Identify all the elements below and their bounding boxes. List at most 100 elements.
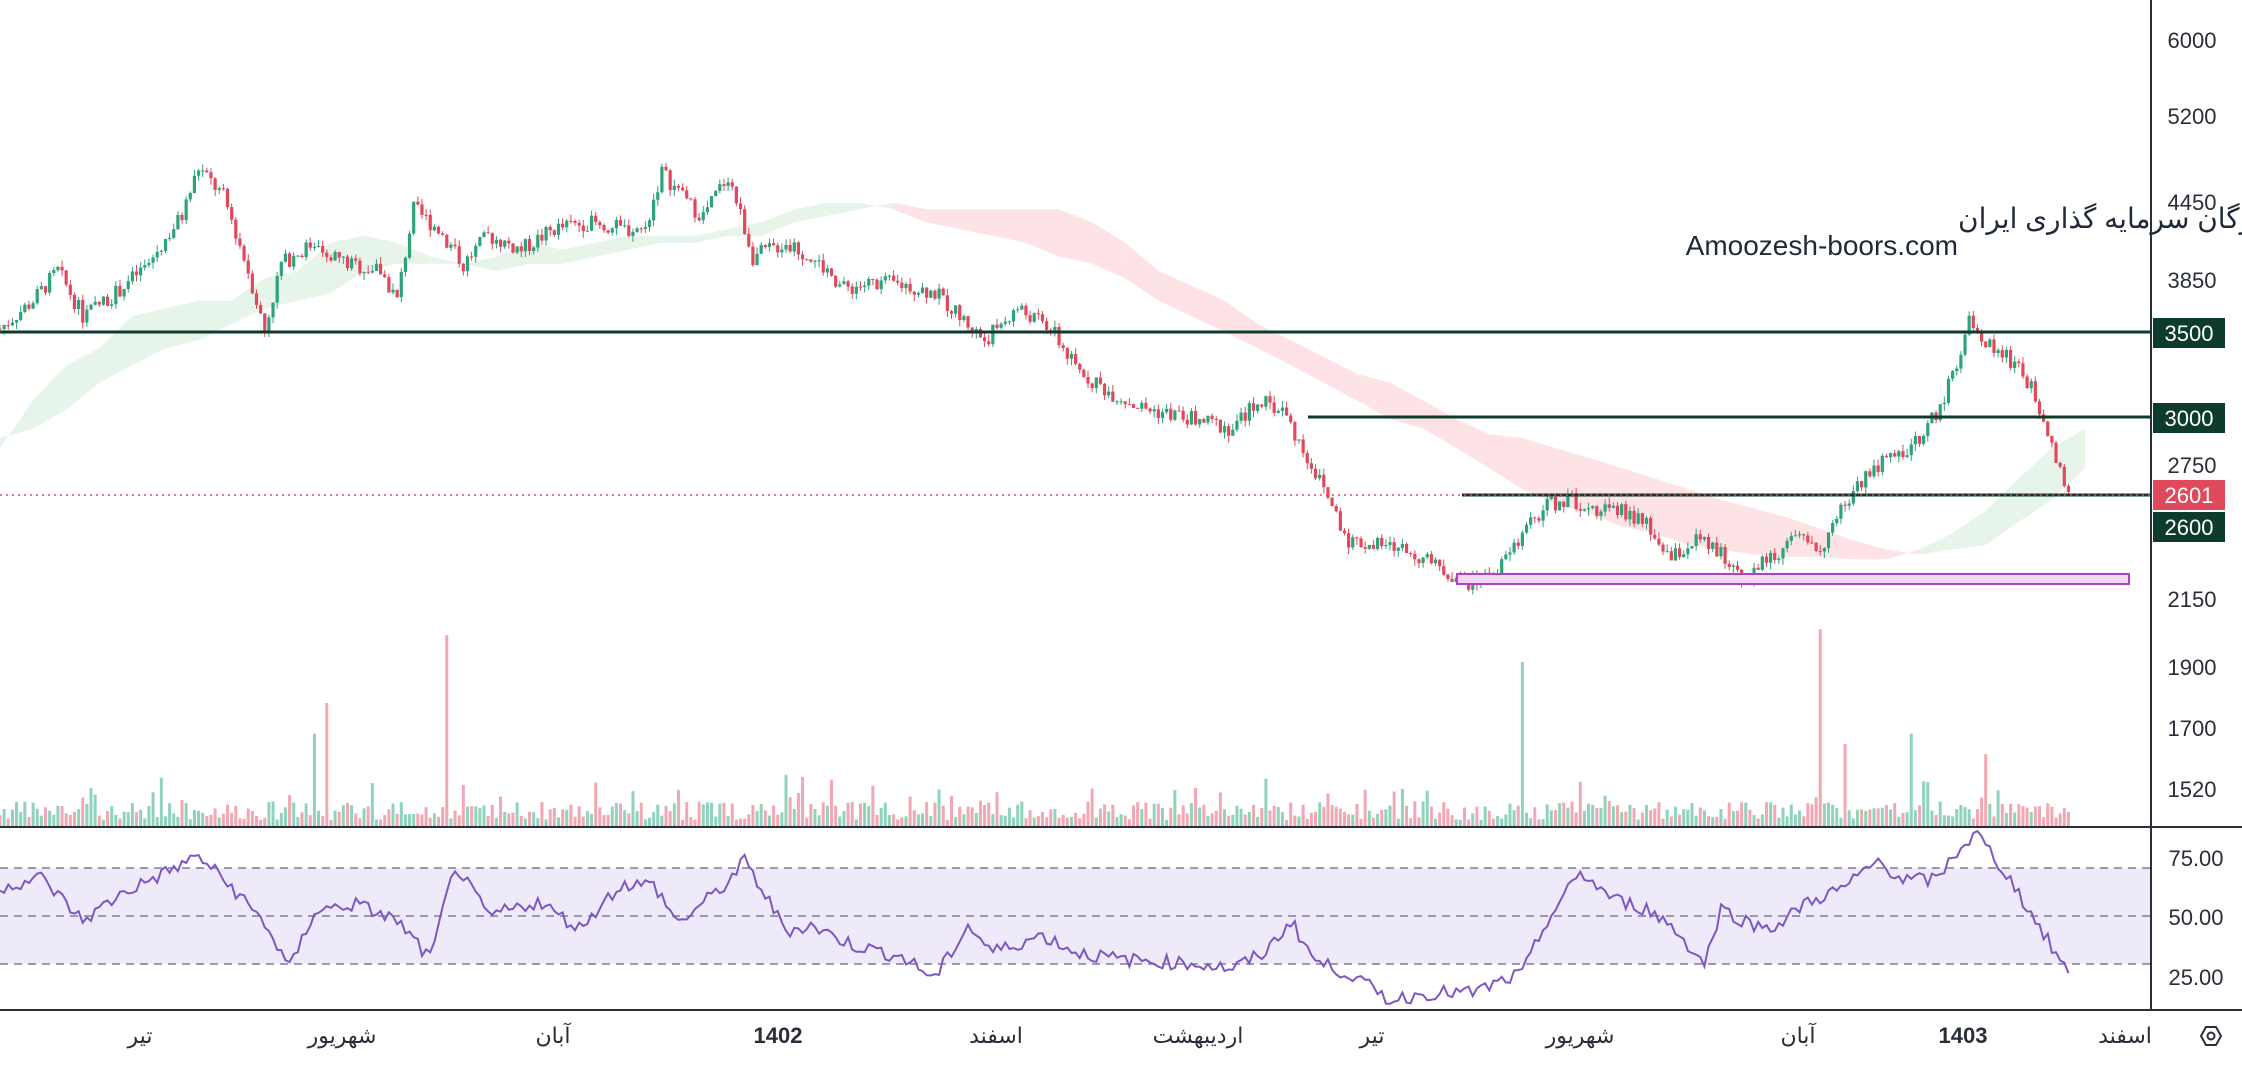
candle-body [1727,563,1731,567]
volume-bar [1611,806,1615,826]
candle-body [879,280,883,290]
rsi-line [0,829,2070,1005]
volume-bar [1487,810,1491,826]
candle-body [503,240,507,247]
candle-body [1313,468,1318,479]
volume-bar [1616,805,1620,826]
candle-body [1214,418,1218,420]
candle-body [230,207,234,220]
candle-body [1111,391,1115,402]
candle-body [1706,536,1711,550]
time-axis[interactable]: تیر شهریور آبان 1402 اسفند اردیبهشت تیر … [127,1022,2152,1048]
volume-bar [937,789,941,826]
volume-bar [929,816,933,826]
volume-bar [1992,816,1996,826]
volume-bar [1657,802,1661,826]
candle-body [209,172,213,179]
badge-3000[interactable]: 3000 [2153,403,2225,433]
volume-bar [544,819,548,826]
cloud-segment [165,300,199,349]
volume-bar [1458,819,1462,826]
candle-body [1632,510,1636,524]
badge-2600[interactable]: 2600 [2153,512,2225,542]
volume-bar [954,817,958,826]
cloud-segment [1919,533,1953,555]
candle-body [1367,544,1371,549]
candle-body [64,270,68,285]
candle-body [1193,411,1198,425]
volume-bar [1930,810,1934,826]
volume-bar [1669,816,1673,826]
candle-body [891,275,896,281]
cloud-segment [1158,270,1192,317]
candle-body [10,322,15,326]
candle-body [1260,404,1264,407]
volume-bar [548,809,552,826]
volume-bar [1297,816,1301,826]
candle-body [577,222,581,226]
candle-body [1003,321,1007,324]
volume-bar [1289,802,1293,826]
volume-bar [556,817,560,826]
candle-body [1032,313,1036,322]
volume-bar [72,811,76,826]
volume-bar [1425,790,1429,826]
hexagon-settings-icon[interactable] [2199,1026,2223,1046]
volume-bar [275,819,279,826]
candle-body [714,190,718,197]
support-zone-box[interactable] [1456,573,2130,585]
candle-body [1417,559,1421,564]
volume-bar [606,814,610,826]
candle-body [871,278,875,280]
volume-bar [1814,797,1818,826]
volume-bar [1740,802,1744,826]
badge-last-price[interactable]: 2601 [2153,480,2225,510]
candle-body [2000,350,2004,358]
volume-bar [1194,788,1198,826]
volume-bar [871,785,875,826]
candle-body [1649,518,1653,535]
candle-body [581,225,585,232]
candle-body [912,291,916,295]
candles[interactable] [0,162,2071,595]
volume-bar [470,805,474,826]
volume-bar [850,801,854,826]
badge-3500[interactable]: 3500 [2153,318,2225,348]
candle-body [56,266,60,271]
volume-bar [1156,803,1160,826]
volume-bar [590,813,594,826]
volume-bar [97,815,101,826]
candle-body [589,215,594,231]
rsi-axis[interactable]: 75.00 50.00 25.00 [2168,846,2223,990]
rsi-pane[interactable] [0,829,2151,1005]
candle-body [362,271,366,274]
volume-bar [1719,809,1723,826]
volume-bar [1247,811,1251,826]
candle-body [643,226,647,229]
volume-bar [1723,818,1727,826]
volume-bar [1951,816,1955,826]
candle-body [1069,354,1074,359]
volume-bar [1276,807,1280,826]
volume-bar [130,803,134,826]
candle-body [1284,407,1289,416]
volume-bar [1773,804,1777,826]
rsi-tick: 50.00 [2168,905,2223,930]
candle-body [1256,404,1260,411]
time-label: آبان [535,1022,571,1048]
candle-body [1359,538,1363,548]
candle-body [1073,354,1078,364]
price-tick: 6000 [2168,28,2217,53]
volume-bar [1938,801,1942,826]
volume-bar [226,804,230,826]
price-axis[interactable]: 6000 5200 4450 3850 2750 2150 1900 1700 … [2168,28,2217,802]
volume-bar [2050,806,2054,826]
volume-bar [230,812,234,826]
volume-bar [672,803,676,826]
volume-bar [1636,819,1640,826]
candle-body [341,256,345,258]
candle-body [1421,557,1425,564]
volume-bar [379,819,383,826]
